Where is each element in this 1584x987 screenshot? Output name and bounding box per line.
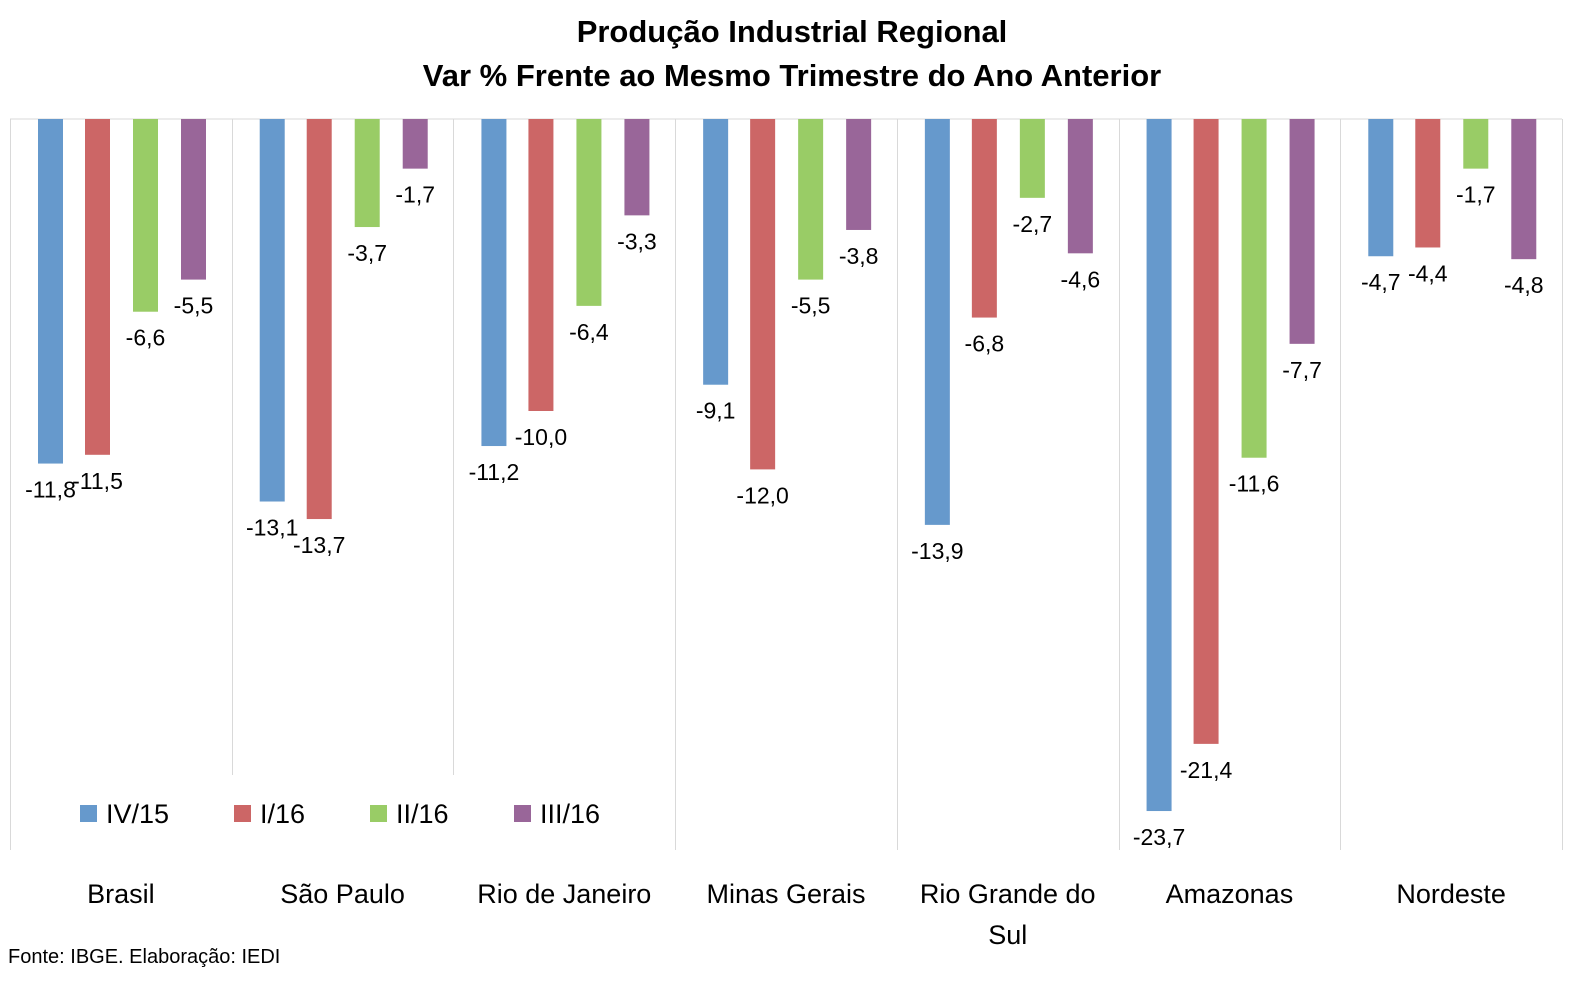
data-label: -3,7 <box>347 240 387 266</box>
data-label: -9,1 <box>696 398 736 424</box>
legend-swatch <box>514 805 531 822</box>
data-label: -11,6 <box>1229 471 1280 497</box>
bar <box>1241 119 1267 458</box>
data-label: -4,6 <box>1061 266 1101 292</box>
category-label: São Paulo <box>280 879 405 909</box>
chart-subtitle: Var % Frente ao Mesmo Trimestre do Ano A… <box>422 58 1162 93</box>
data-label: -11,2 <box>469 459 520 485</box>
bar <box>133 119 158 312</box>
bar <box>1289 119 1315 344</box>
data-label: -5,5 <box>791 293 831 319</box>
bar <box>1511 119 1537 260</box>
bar <box>798 119 824 280</box>
bar <box>1368 119 1394 257</box>
legend-swatch <box>370 805 387 822</box>
category-label: Brasil <box>87 879 155 909</box>
data-label: -1,7 <box>395 182 435 208</box>
bar <box>624 119 650 216</box>
bar <box>306 119 332 520</box>
bar <box>846 119 872 230</box>
category-label: Nordeste <box>1396 879 1506 909</box>
data-label: -4,7 <box>1361 269 1401 295</box>
bar <box>528 119 554 411</box>
chart-title-block: Produção Industrial Regional Var % Frent… <box>0 10 1584 98</box>
source-note: Fonte: IBGE. Elaboração: IEDI <box>8 946 281 968</box>
legend-label: II/16 <box>396 799 449 829</box>
data-label: -6,6 <box>126 325 166 351</box>
legend-swatch <box>80 805 97 822</box>
category-label: Sul <box>988 920 1027 950</box>
data-label: -13,7 <box>293 532 345 558</box>
bar <box>1146 119 1172 812</box>
bar <box>402 119 428 169</box>
data-label: -12,0 <box>736 482 788 508</box>
bar <box>38 119 63 464</box>
data-label: -13,9 <box>911 538 963 564</box>
data-label: -6,4 <box>569 319 609 345</box>
data-label: -1,7 <box>1456 182 1496 208</box>
bar <box>971 119 997 318</box>
bar <box>1193 119 1219 744</box>
bar <box>1415 119 1441 248</box>
category-label: Minas Gerais <box>706 879 865 909</box>
legend-label: I/16 <box>260 799 305 829</box>
bar <box>259 119 285 502</box>
bar <box>576 119 602 306</box>
bar <box>354 119 380 228</box>
bar <box>1463 119 1489 169</box>
data-label: -4,8 <box>1504 272 1544 298</box>
data-label: -3,3 <box>617 228 657 254</box>
data-label: -10,0 <box>515 424 567 450</box>
chart-title: Produção Industrial Regional <box>576 14 1008 49</box>
data-label: -23,7 <box>1133 824 1185 850</box>
data-label: -13,1 <box>246 515 298 541</box>
data-label: -3,8 <box>839 243 879 269</box>
bar <box>703 119 729 385</box>
data-label: -7,7 <box>1282 357 1322 383</box>
bar <box>181 119 206 280</box>
bar <box>924 119 950 525</box>
legend-swatch <box>234 805 251 822</box>
bar <box>1067 119 1093 254</box>
bar <box>1019 119 1045 198</box>
data-label: -4,4 <box>1408 260 1448 286</box>
legend-label: III/16 <box>540 799 600 829</box>
bar <box>481 119 507 447</box>
data-label: -11,8 <box>25 477 76 503</box>
data-label: -21,4 <box>1180 757 1233 783</box>
category-label: Amazonas <box>1166 879 1294 909</box>
data-label: -2,7 <box>1013 211 1053 237</box>
legend-label: IV/15 <box>106 799 169 829</box>
bar <box>85 119 110 455</box>
bar <box>750 119 776 470</box>
category-label: Rio de Janeiro <box>477 879 651 909</box>
category-label: Rio Grande do <box>920 879 1096 909</box>
data-label: -5,5 <box>174 293 214 319</box>
data-label: -6,8 <box>965 331 1005 357</box>
data-label: -11,5 <box>72 468 123 494</box>
